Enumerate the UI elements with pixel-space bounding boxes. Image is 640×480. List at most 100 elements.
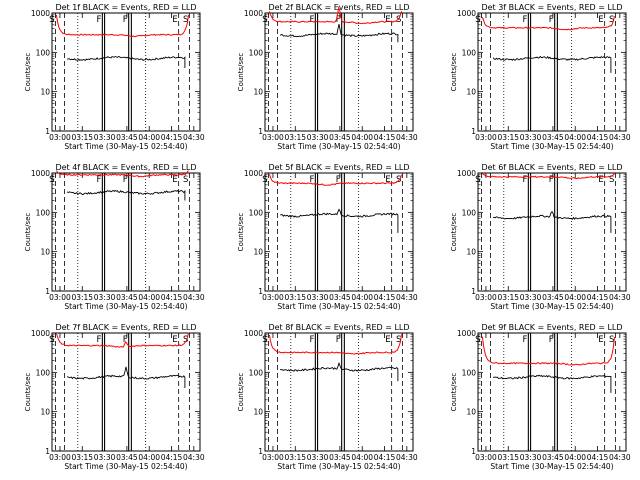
y-tick-label: 1 [258, 287, 263, 296]
marker-label: E [385, 335, 390, 345]
y-tick-label: 1000 [31, 169, 50, 178]
x-tick-label: 04:15 [161, 133, 183, 142]
y-tick-label: 100 [36, 368, 51, 377]
x-tick-label: 04:30 [183, 453, 205, 462]
x-tick-label: 04:00 [564, 453, 586, 462]
panel-4: Det 4f BLACK = Events, RED = LLD 1 10 100 10… [24, 163, 205, 311]
x-axis-label: Start Time (30-May-15 02:54:40) [64, 142, 187, 151]
y-tick-label: 1000 [244, 329, 263, 338]
x-axis-label: Start Time (30-May-15 02:54:40) [277, 142, 400, 151]
x-tick-label: 04:15 [374, 453, 396, 462]
marker-label: E [172, 335, 177, 345]
lld-series-line [268, 5, 402, 25]
panel-6: Det 6f BLACK = Events, RED = LLD 1 10 100 10… [450, 163, 631, 311]
panel-title: Det 5f BLACK = Events, RED = LLD [268, 163, 409, 172]
x-tick-label: 03:15 [284, 133, 306, 142]
x-axis-label: Start Time (30-May-15 02:54:40) [277, 302, 400, 311]
x-axis-label: Start Time (30-May-15 02:54:40) [490, 462, 613, 471]
events-series-line [66, 55, 186, 68]
marker-label: S [475, 335, 480, 345]
x-tick-label: 03:45 [329, 293, 351, 302]
y-tick-label: 100 [462, 368, 477, 377]
x-tick-label: 04:00 [138, 133, 160, 142]
y-tick-label: 100 [36, 48, 51, 57]
x-tick-label: 04:00 [351, 293, 373, 302]
marker-label: E [385, 175, 390, 185]
y-axis-label: Counts/sec [24, 373, 32, 412]
plot-frame [51, 12, 201, 132]
y-axis-label: Counts/sec [237, 53, 245, 92]
plot-frame [477, 12, 627, 132]
plot-frame [264, 12, 414, 132]
lld-series-line [55, 170, 189, 178]
marker-label: E [598, 335, 603, 345]
panel-3: Det 3f BLACK = Events, RED = LLD 1 10 100 10… [450, 3, 631, 151]
y-tick-label: 1000 [457, 329, 476, 338]
marker-label: E [598, 175, 603, 185]
marker-label: S [49, 175, 54, 185]
marker-label: F [309, 15, 314, 25]
marker-label: S [183, 175, 188, 185]
plot-frame [264, 332, 414, 452]
lld-series-line [55, 14, 189, 38]
events-series-line [66, 366, 186, 388]
marker-label: F [309, 335, 314, 345]
marker-label: S [396, 335, 401, 345]
marker-label: F [522, 335, 527, 345]
x-tick-label: 04:15 [374, 133, 396, 142]
x-tick-label: 03:30 [520, 453, 542, 462]
marker-label: S [49, 15, 54, 25]
x-tick-label: 03:45 [329, 453, 351, 462]
marker-label: E [385, 15, 390, 25]
x-tick-label: 04:00 [138, 453, 160, 462]
marker-label: S [609, 15, 614, 25]
x-tick-label: 03:00 [262, 453, 284, 462]
events-series-line [66, 189, 186, 201]
x-tick-label: 04:30 [609, 293, 631, 302]
y-tick-label: 1 [45, 127, 50, 136]
x-axis-label: Start Time (30-May-15 02:54:40) [490, 302, 613, 311]
lld-series-line [481, 16, 615, 31]
x-tick-label: 04:30 [396, 453, 418, 462]
x-tick-label: 04:00 [564, 133, 586, 142]
x-axis-label: Start Time (30-May-15 02:54:40) [64, 462, 187, 471]
x-tick-label: 03:30 [307, 133, 329, 142]
y-tick-label: 1000 [31, 9, 50, 18]
y-tick-label: 1 [471, 287, 476, 296]
panel-title: Det 1f BLACK = Events, RED = LLD [55, 3, 196, 12]
x-tick-label: 03:30 [94, 293, 116, 302]
x-tick-label: 03:15 [284, 293, 306, 302]
marker-label: S [262, 175, 267, 185]
x-tick-label: 03:30 [520, 133, 542, 142]
y-axis-label: Counts/sec [237, 213, 245, 252]
marker-label: S [262, 335, 267, 345]
x-tick-label: 04:30 [396, 293, 418, 302]
marker-label: S [609, 175, 614, 185]
x-tick-label: 04:15 [161, 293, 183, 302]
x-tick-label: 03:30 [520, 293, 542, 302]
y-axis-label: Counts/sec [450, 53, 458, 92]
x-tick-label: 04:15 [587, 453, 609, 462]
marker-label: F [309, 175, 314, 185]
marker-label: F [336, 335, 341, 345]
x-tick-label: 03:00 [262, 133, 284, 142]
x-tick-label: 04:30 [183, 293, 205, 302]
y-tick-label: 1 [258, 447, 263, 456]
marker-label: E [172, 15, 177, 25]
y-tick-label: 1 [471, 447, 476, 456]
marker-label: F [549, 15, 554, 25]
marker-label: F [336, 15, 341, 25]
x-tick-label: 03:45 [116, 453, 138, 462]
x-tick-label: 03:00 [475, 453, 497, 462]
y-tick-label: 1 [45, 287, 50, 296]
y-tick-label: 10 [40, 88, 50, 97]
marker-label: S [475, 175, 480, 185]
x-tick-label: 03:15 [497, 453, 519, 462]
marker-label: F [96, 175, 101, 185]
marker-label: S [49, 335, 54, 345]
marker-label: F [96, 335, 101, 345]
x-tick-label: 03:00 [49, 453, 71, 462]
y-tick-label: 100 [462, 48, 477, 57]
x-tick-label: 03:15 [284, 453, 306, 462]
